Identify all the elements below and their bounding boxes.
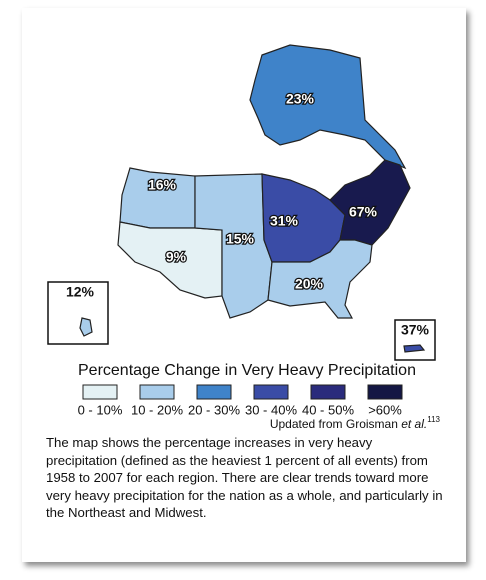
region-label: 15% (226, 231, 255, 247)
legend-label: 0 - 10% (78, 402, 123, 417)
legend: 0 - 10% 10 - 20% 20 - 30% 30 - 40% 40 - 50% >… (78, 384, 403, 417)
legend-swatch (139, 384, 175, 400)
credit-text: Updated from Groisman (270, 417, 401, 431)
hawaii-box (47, 281, 109, 345)
region-label: 9% (166, 249, 187, 265)
region-label: 31% (270, 213, 299, 229)
legend-label: 20 - 30% (188, 402, 240, 417)
region-label: 20% (295, 276, 324, 292)
region-puerto-rico (403, 344, 426, 353)
caption: The map shows the percentage increases i… (46, 435, 443, 520)
legend-label: 30 - 40% (245, 402, 297, 417)
region-southwest (117, 221, 223, 299)
legend-title: Percentage Change in Very Heavy Precipit… (78, 362, 416, 379)
legend-swatch (82, 384, 118, 400)
legend-swatch (367, 384, 403, 400)
legend-label: >60% (368, 402, 402, 417)
legend-label: 40 - 50% (302, 402, 354, 417)
legend-swatch (253, 384, 289, 400)
region-label: 12% (66, 284, 95, 300)
region-alaska (249, 44, 407, 170)
credit: Updated from Groisman et al.113 (270, 415, 441, 431)
region-label: 23% (286, 91, 315, 107)
puerto-rico-box (394, 319, 436, 361)
legend-label: 10 - 20% (131, 402, 183, 417)
region-label: 16% (148, 177, 177, 193)
credit-italic: et al. (401, 417, 427, 431)
region-hawaii (79, 317, 93, 337)
region-southeast (267, 239, 373, 319)
legend-swatch (196, 384, 232, 400)
credit-note: 113 (427, 415, 440, 424)
region-label: 67% (349, 204, 378, 220)
region-label: 37% (401, 322, 430, 338)
legend-swatch (310, 384, 346, 400)
